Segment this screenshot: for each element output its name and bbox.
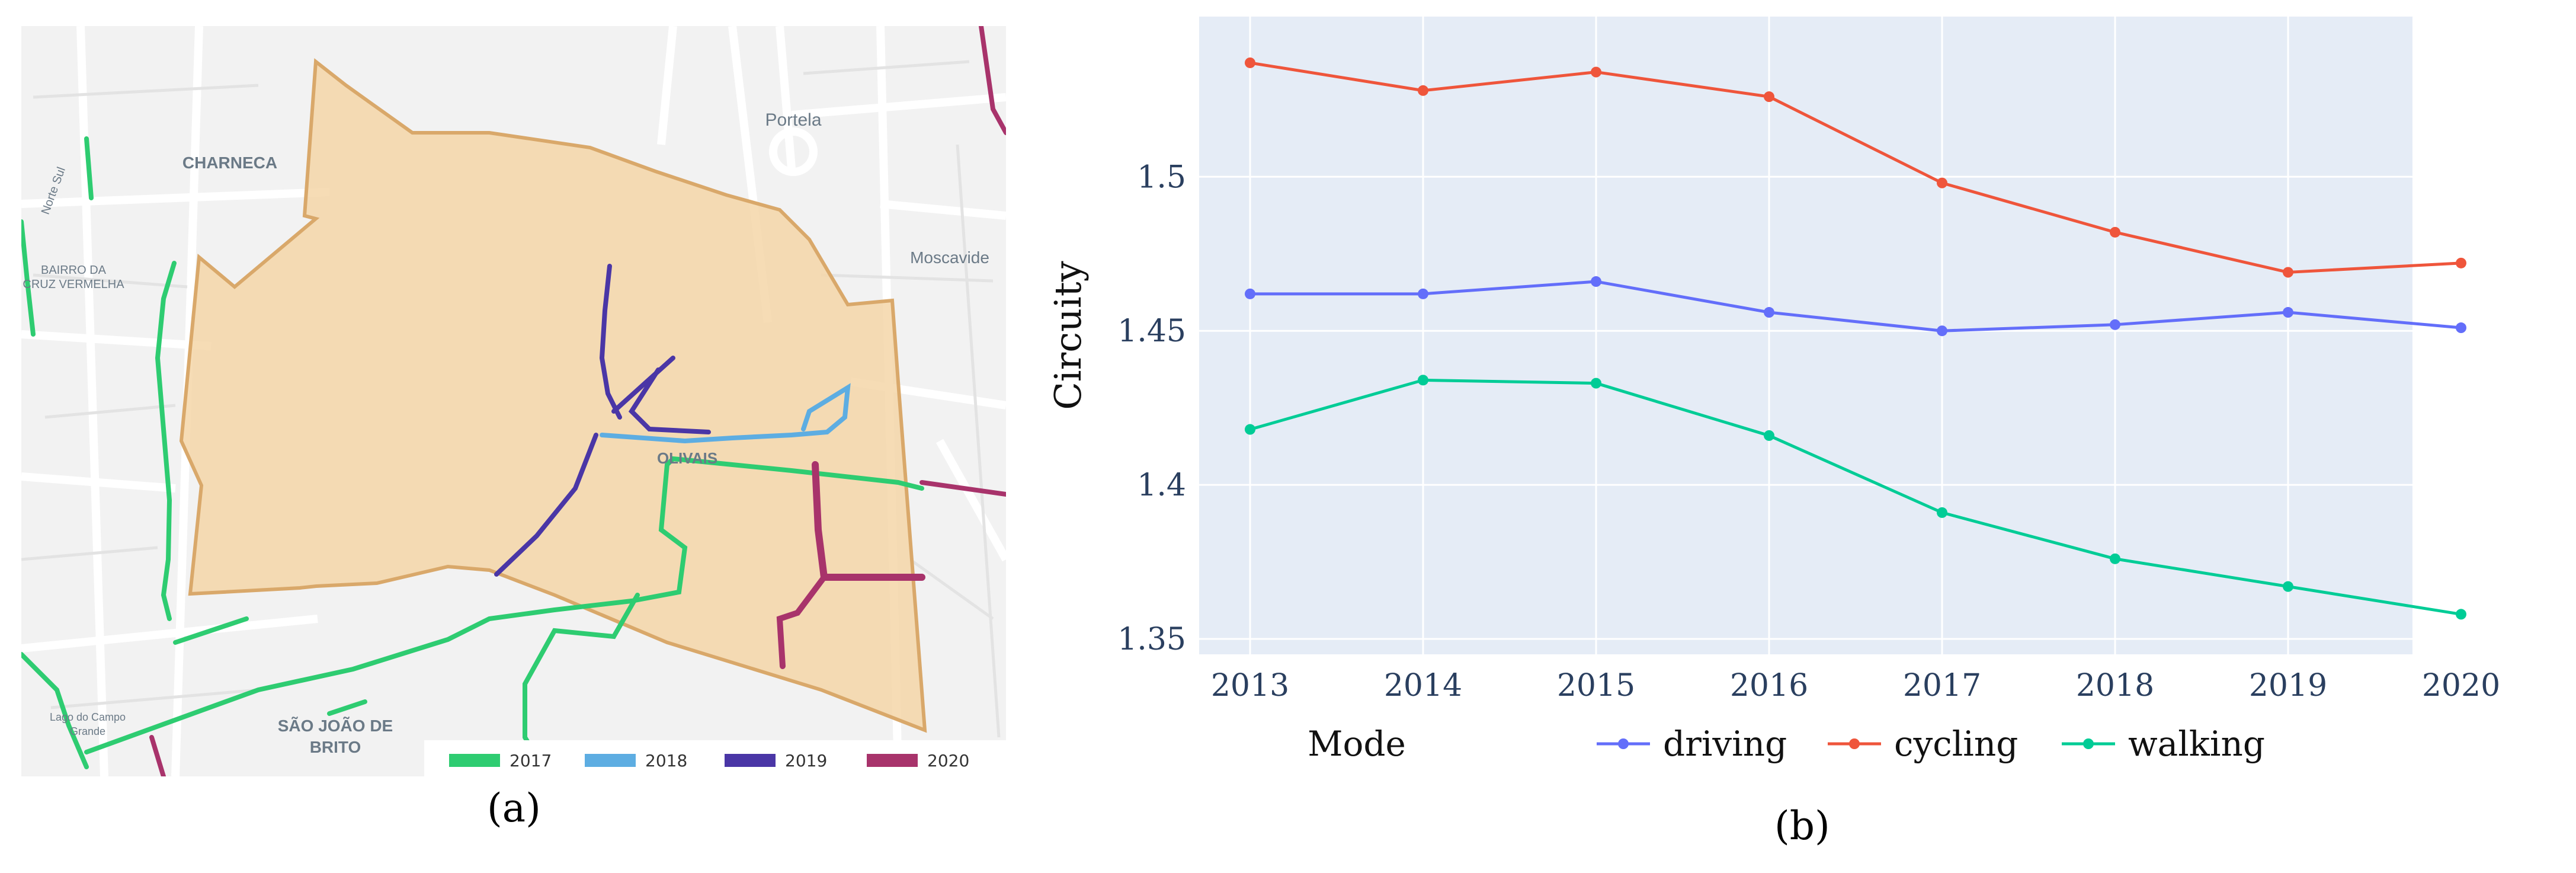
place-label-olivais: OLIVAIS bbox=[657, 449, 717, 467]
data-point-walking bbox=[1937, 507, 1947, 518]
y-tick-label: 1.35 bbox=[1117, 622, 1186, 657]
legend-marker-driving bbox=[1618, 738, 1629, 749]
place-label-moscavide: Moscavide bbox=[910, 248, 989, 267]
x-tick-label: 2018 bbox=[2076, 668, 2154, 703]
data-point-driving bbox=[1418, 288, 1428, 299]
routes-2020 bbox=[149, 24, 1008, 779]
x-tick-label: 2019 bbox=[2249, 668, 2327, 703]
data-point-walking bbox=[2456, 609, 2466, 620]
data-point-walking bbox=[1764, 430, 1774, 441]
data-point-driving bbox=[1937, 325, 1947, 337]
routes-2018 bbox=[600, 383, 851, 444]
routes-2019 bbox=[494, 264, 711, 577]
series-line-walking bbox=[1249, 378, 2462, 616]
place-label-portela: Portela bbox=[765, 110, 821, 130]
minor-streets bbox=[21, 60, 1001, 738]
data-point-walking bbox=[1591, 378, 1601, 389]
chart-panel: 1.35 1.4 1.45 1.5 2013 2014 2015 2016 2017 2018 20… bbox=[1043, 0, 2576, 871]
x-tick-label: 2013 bbox=[1211, 668, 1289, 703]
x-tick-label: 2020 bbox=[2422, 668, 2500, 703]
place-label-bairro: BAIRRO DA bbox=[41, 264, 107, 277]
place-label-cruz-vermelha: CRUZ VERMELHA bbox=[23, 278, 124, 291]
data-point-cycling bbox=[2456, 257, 2466, 268]
data-point-walking bbox=[2283, 581, 2293, 592]
map-panel: CHARNECA Portela Moscavide BAIRRO DA CRU… bbox=[19, 24, 1010, 779]
legend-label-driving: driving bbox=[1663, 724, 1787, 764]
panel-label-b: (b) bbox=[1774, 803, 1830, 849]
y-axis-title: Circuity bbox=[1046, 261, 1090, 410]
legend-label-2019: 2019 bbox=[785, 751, 827, 770]
legend-label-2018: 2018 bbox=[645, 751, 687, 770]
legend-swatch-2017 bbox=[449, 754, 500, 767]
data-point-cycling bbox=[1245, 57, 1255, 68]
data-point-driving bbox=[1591, 276, 1601, 287]
legend-swatch-2020 bbox=[867, 754, 918, 767]
x-tick-label: 2017 bbox=[1903, 668, 1981, 703]
plot-background bbox=[1199, 17, 2412, 654]
legend-label-cycling: cycling bbox=[1894, 724, 2018, 764]
study-area-polygon bbox=[179, 58, 927, 733]
place-label-sao-joao: SÃO JOÃO DE bbox=[278, 717, 393, 735]
data-point-cycling bbox=[1937, 177, 1947, 188]
data-point-cycling bbox=[1764, 91, 1774, 103]
data-point-walking bbox=[2110, 553, 2120, 564]
data-point-cycling bbox=[2110, 226, 2120, 238]
data-point-driving bbox=[2110, 319, 2120, 330]
data-point-driving bbox=[2283, 307, 2293, 318]
legend-marker-cycling bbox=[1849, 738, 1860, 749]
data-point-cycling bbox=[1591, 66, 1601, 78]
data-point-driving bbox=[1245, 288, 1255, 299]
legend-swatch-2018 bbox=[585, 754, 636, 767]
x-tick-label: 2016 bbox=[1730, 668, 1808, 703]
y-tick-label: 1.5 bbox=[1137, 159, 1186, 195]
data-point-driving bbox=[2456, 322, 2466, 334]
legend-label-2020: 2020 bbox=[927, 751, 969, 770]
y-tick-label: 1.45 bbox=[1117, 314, 1186, 349]
place-label-brito: BRITO bbox=[310, 738, 361, 756]
series-line-driving bbox=[1250, 280, 2462, 332]
roundabout bbox=[769, 127, 818, 176]
x-tick-label: 2014 bbox=[1384, 668, 1462, 703]
data-point-walking bbox=[1418, 375, 1428, 386]
legend-marker-walking bbox=[2083, 738, 2094, 749]
place-label-grande: Grande bbox=[70, 725, 105, 737]
data-point-walking bbox=[1245, 424, 1255, 435]
circuity-chart: 1.35 1.4 1.45 1.5 2013 2014 2015 2016 2017 2018 20… bbox=[1046, 17, 2500, 764]
map-legend: 2017 2018 2019 2020 bbox=[449, 751, 969, 770]
place-label-lago: Lago do Campo bbox=[50, 711, 126, 723]
data-point-driving bbox=[1764, 307, 1774, 318]
place-label-charneca: CHARNECA bbox=[182, 154, 277, 172]
legend-swatch-2019 bbox=[725, 754, 776, 767]
panel-label-a: (a) bbox=[487, 785, 541, 831]
legend-label-2017: 2017 bbox=[510, 751, 552, 770]
series-line-cycling bbox=[1249, 61, 2462, 274]
legend-title: Mode bbox=[1308, 724, 1406, 764]
data-point-cycling bbox=[1418, 85, 1428, 96]
y-tick-label: 1.4 bbox=[1137, 468, 1186, 503]
x-tick-label: 2015 bbox=[1557, 668, 1635, 703]
data-point-cycling bbox=[2283, 267, 2293, 278]
legend-label-walking: walking bbox=[2128, 724, 2265, 764]
map-canvas: CHARNECA Portela Moscavide BAIRRO DA CRU… bbox=[19, 24, 1010, 779]
